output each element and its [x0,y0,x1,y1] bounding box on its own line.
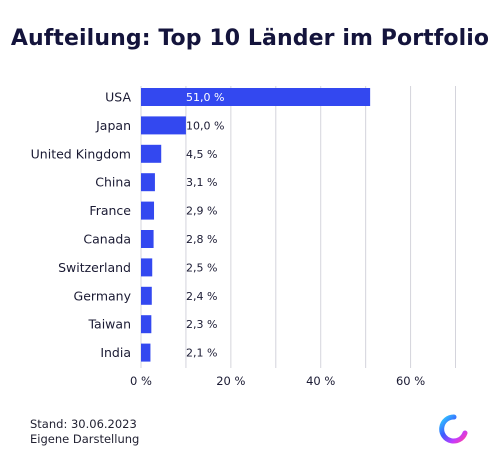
category-label: France [89,203,131,218]
bar-united-kingdom [141,144,162,163]
bar-canada [141,230,154,248]
x-tick-label: 40 % [306,374,335,388]
x-tick-label: 60 % [396,374,425,388]
bar-switzerland [141,258,153,277]
bar-germany [141,286,152,305]
value-label: 2,4 % [186,290,217,303]
bar-japan [141,116,186,135]
category-label: United Kingdom [31,146,131,161]
category-label: China [95,175,131,190]
category-label: USA [105,90,131,105]
x-tick-label: 20 % [216,374,245,388]
value-label: 10,0 % [186,119,224,132]
value-labels: 51,0 % 10,0 % 4,5 % 3,1 % 2,9 % 2,8 % 2,5 % 2,4… [186,91,224,360]
category-label: Japan [95,118,131,133]
x-tick-labels: 0 % 20 % 40 % 60 % [130,374,425,388]
bar-india [141,343,151,362]
category-labels: USA Japan United Kingdom China France Canada S… [31,90,132,361]
value-label: 3,1 % [186,176,217,189]
value-label: 4,5 % [186,148,217,161]
bar-france [141,201,155,220]
value-label: 2,9 % [186,205,217,218]
bars [141,88,371,362]
value-label: 2,5 % [186,261,217,274]
value-label: 2,3 % [186,318,217,331]
category-label: Switzerland [58,260,131,275]
category-label: India [100,345,131,360]
value-label: 51,0 % [186,91,224,104]
brand-ring-logo-icon [439,414,468,444]
category-label: Canada [83,232,131,247]
bar-china [141,173,155,192]
bar-usa [141,88,371,106]
x-tick-label: 0 % [130,374,152,388]
value-label: 2,1 % [186,347,217,360]
footer-source: Eigene Darstellung [30,432,140,446]
value-label: 2,8 % [186,233,217,246]
category-label: Taiwan [87,317,131,332]
chart-title: Aufteilung: Top 10 Länder im Portfolio [10,26,490,51]
footer-date: Stand: 30.06.2023 [30,417,137,431]
category-label: Germany [74,288,132,303]
bar-taiwan [141,315,152,334]
